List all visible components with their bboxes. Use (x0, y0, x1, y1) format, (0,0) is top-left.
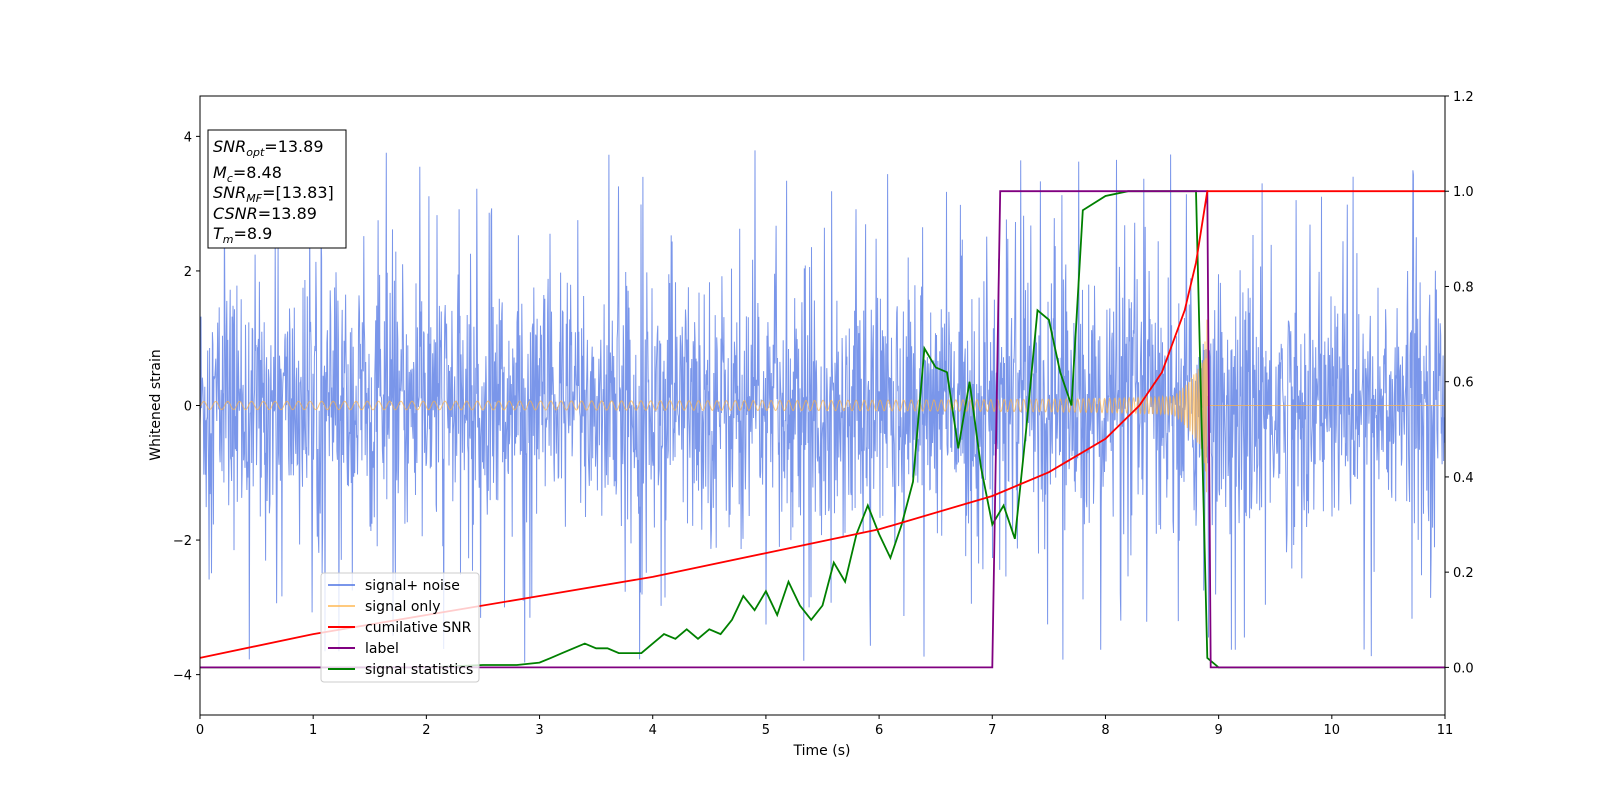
y-right-tick-label: 0.2 (1453, 566, 1474, 581)
y-left-tick-label: −4 (173, 669, 192, 684)
x-axis-label: Time (s) (793, 743, 851, 759)
signal-noise-line (199, 150, 1446, 663)
legend-label-signal-noise: signal+ noise (365, 578, 460, 594)
right-axis-series (199, 190, 1445, 669)
legend-label-label: label (365, 641, 399, 657)
x-tick-label: 0 (196, 723, 204, 738)
annotation-snr-mf: SNRMF=[13.83] (213, 183, 334, 205)
annotation-mc: Mc=8.48 (213, 163, 282, 185)
x-tick-label: 3 (535, 723, 543, 738)
y-right-tick-label: 1.0 (1453, 185, 1474, 200)
y-axis-label-left: Whitened strain (148, 349, 164, 460)
annotation-frame (207, 129, 347, 249)
x-tick-label: 7 (988, 723, 996, 738)
y-left-tick-label: 4 (184, 130, 192, 145)
y-right-tick-label: 0.4 (1453, 471, 1474, 486)
annotation-csnr: CSNR=13.89 (213, 204, 317, 223)
y-left-tick-label: 0 (184, 400, 192, 415)
cumilative-snr-line (199, 190, 1445, 659)
x-tick-label: 10 (1324, 723, 1341, 738)
signal-statistics-line (200, 190, 1445, 669)
y-right-tick-label: 1.2 (1453, 90, 1474, 105)
x-tick-label: 8 (1101, 723, 1109, 738)
y-left-tick-label: −2 (173, 534, 192, 549)
signal-only-series (199, 319, 1445, 493)
y-right-tick-label: 0.0 (1453, 661, 1474, 676)
x-tick-label: 9 (1214, 723, 1222, 738)
label-line (200, 190, 1445, 669)
legend-label-signal-only: signal only (365, 599, 440, 615)
legend-label-signal-statistics: signal statistics (365, 662, 473, 678)
signal-only-line (199, 319, 1445, 493)
noise-series (199, 150, 1446, 663)
axes: 0 1 2 3 4 5 6 7 8 9 10 11 −4 −2 0 2 4 0.0 0.2 0.4 0.6 0.8 1.0 1… (173, 90, 1474, 738)
x-tick-label: 6 (875, 723, 883, 738)
annotation-snr-opt: SNRopt=13.89 (213, 137, 324, 159)
x-tick-label: 1 (309, 723, 317, 738)
annotation-tm: Tm=8.9 (213, 224, 272, 246)
legend-frame (320, 572, 480, 683)
legend-label-cumulative-snr: cumilative SNR (365, 620, 472, 636)
x-tick-label: 4 (649, 723, 657, 738)
annotation-box: SNRopt=13.89 Mc=8.48 SNRMF=[13.83] CSNR=… (207, 129, 347, 249)
x-tick-label: 2 (422, 723, 430, 738)
x-tick-label: 11 (1437, 723, 1454, 738)
x-tick-label: 5 (762, 723, 770, 738)
y-right-tick-label: 0.8 (1453, 280, 1474, 295)
y-right-tick-label: 0.6 (1453, 376, 1474, 391)
y-left-tick-label: 2 (184, 265, 192, 280)
legend: signal+ noise signal only cumilative SNR… (320, 572, 480, 683)
